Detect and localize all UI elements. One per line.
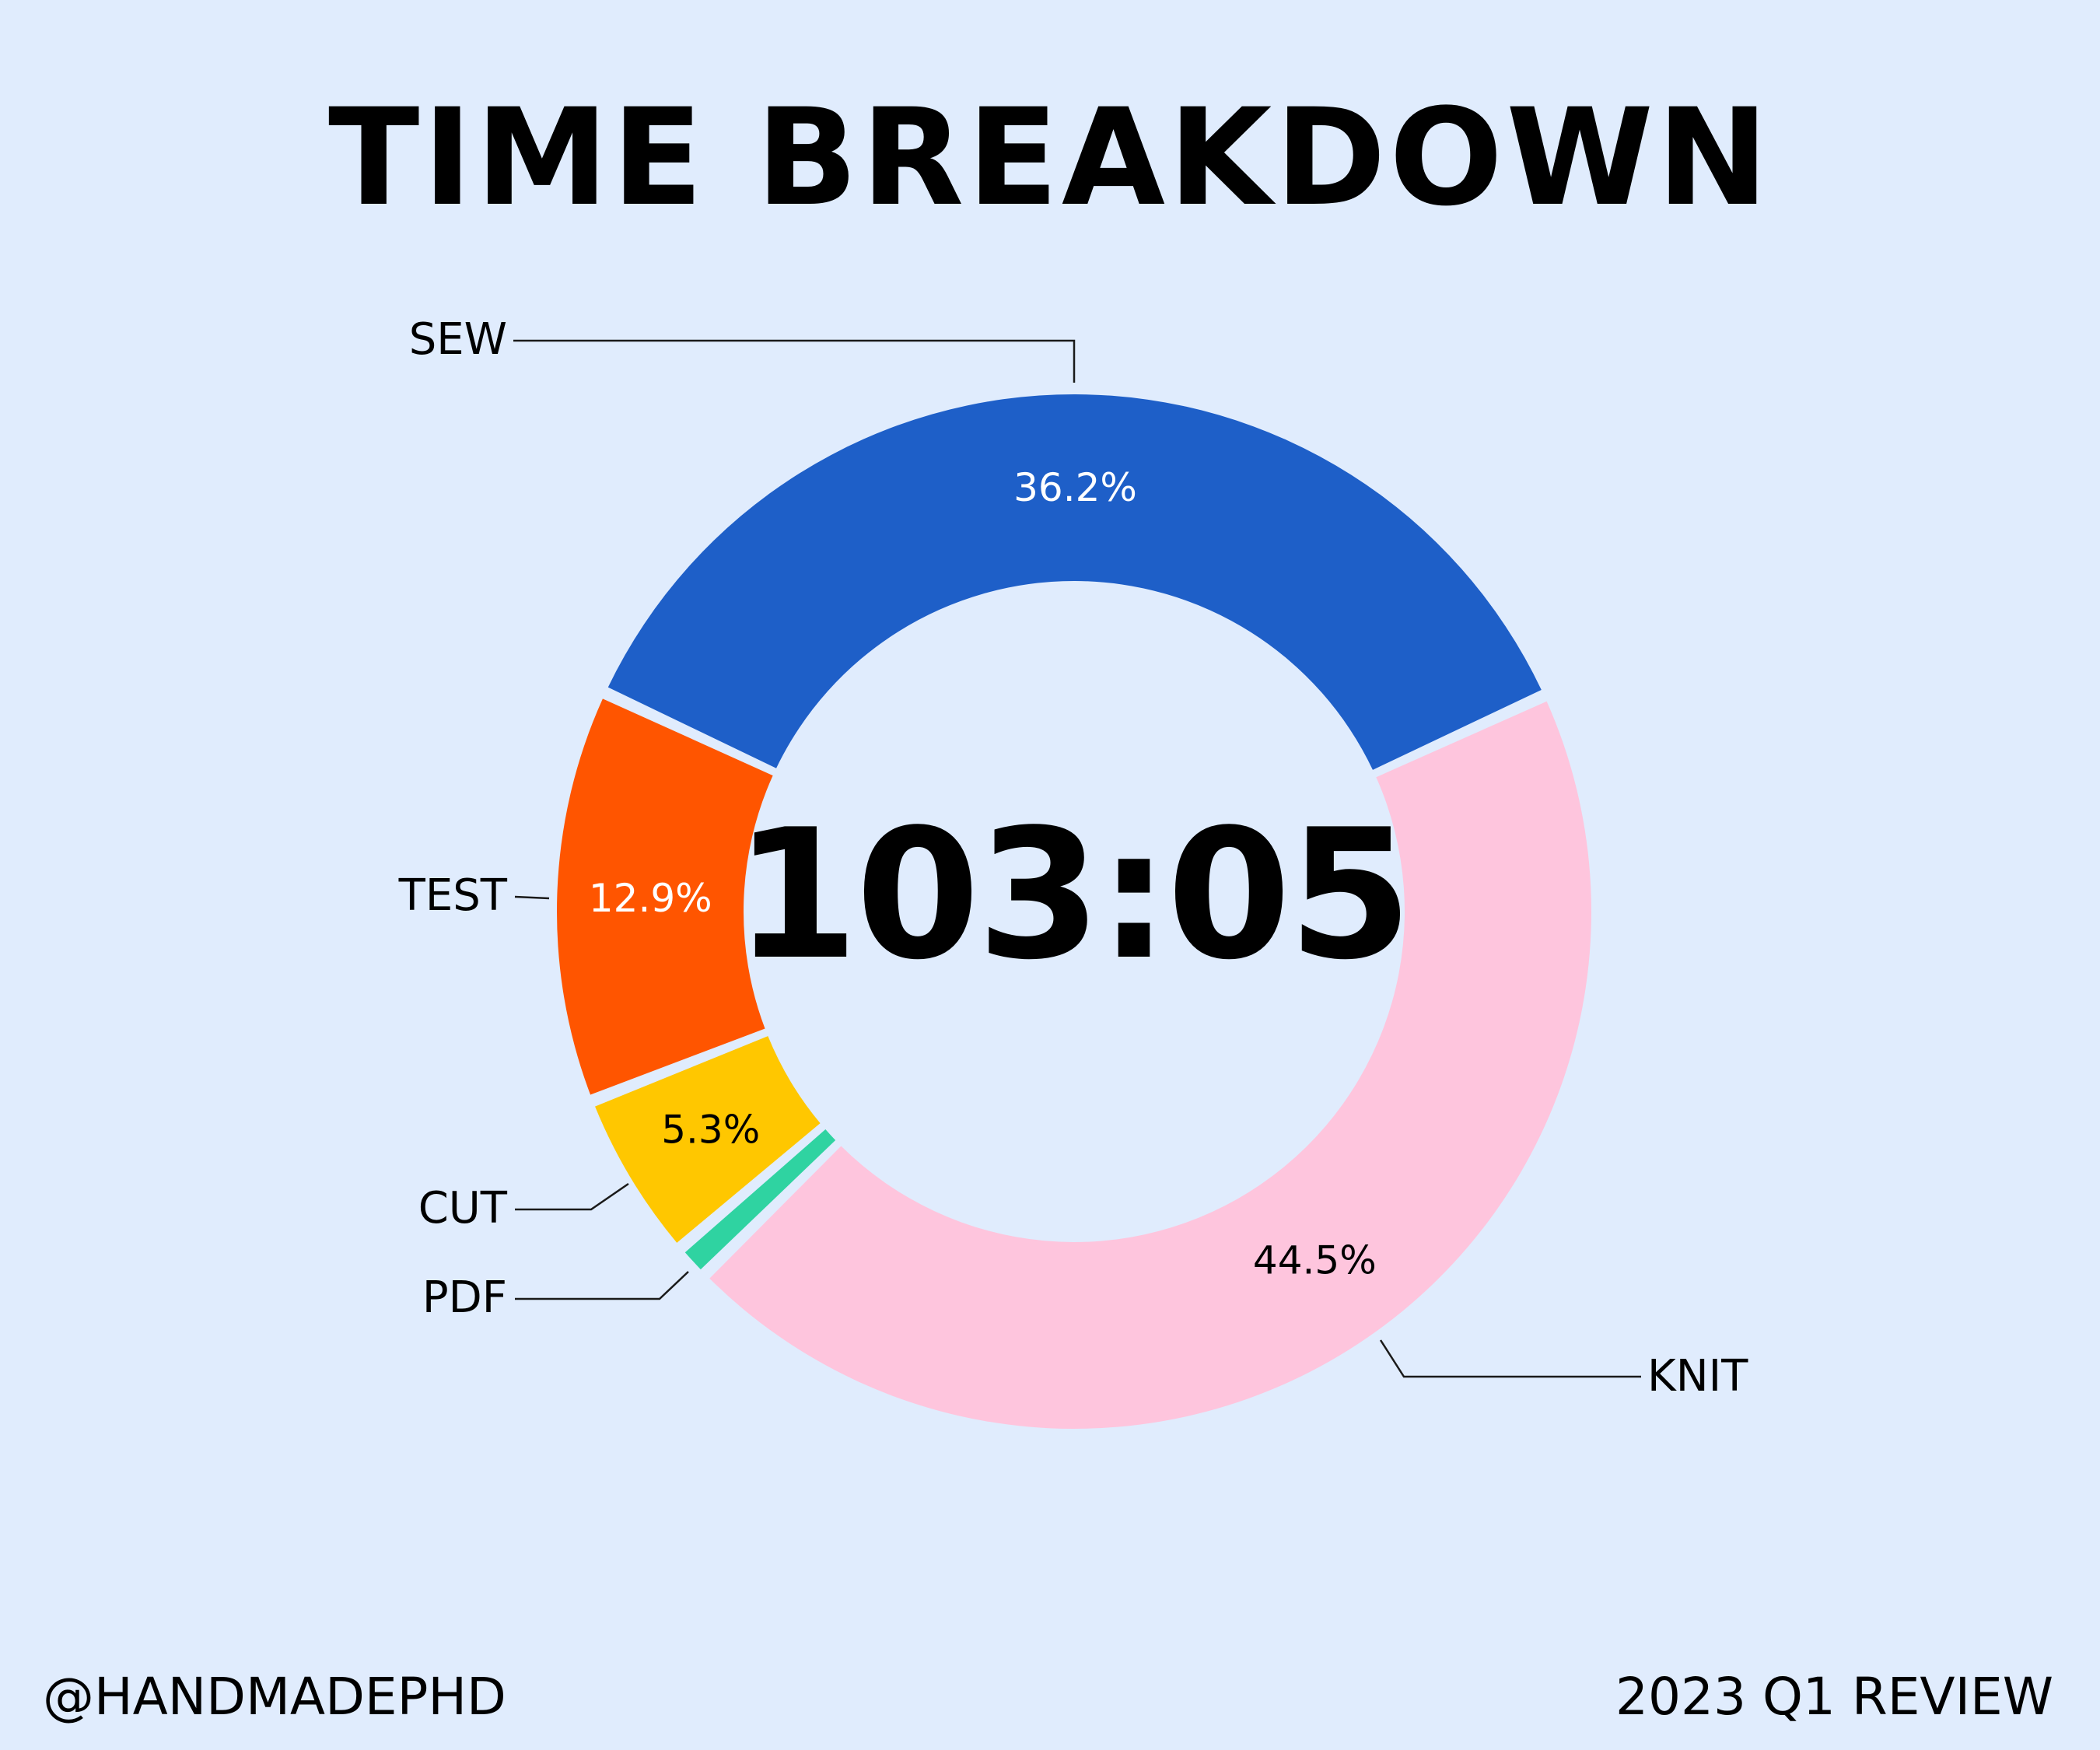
footer-handle: @HANDMADEPHD: [43, 1667, 506, 1727]
category-label-pdf: PDF: [422, 1272, 507, 1323]
donut-segment-pdf: [684, 1129, 836, 1270]
donut-segment-knit: [709, 701, 1591, 1429]
leader-line-test: [514, 895, 550, 900]
percentage-label-cut: 5.3%: [661, 1108, 760, 1153]
donut-segment-sew: [607, 394, 1542, 770]
category-label-cut: CUT: [418, 1183, 508, 1234]
percentage-labels: 36.2% 44.5% 5.3% 12.9%: [589, 465, 1377, 1283]
category-label-sew: SEW: [409, 314, 507, 365]
category-label-knit: KNIT: [1647, 1351, 1748, 1402]
percentage-label-knit: 44.5%: [1253, 1238, 1377, 1283]
percentage-label-test: 12.9%: [589, 876, 712, 921]
leader-line-sew: [513, 339, 1076, 383]
chart-title: TIME BREAKDOWN: [328, 79, 1772, 236]
footer-period: 2023 Q1 REVIEW: [1615, 1667, 2053, 1727]
category-label-test: TEST: [398, 870, 508, 921]
leader-lines: [513, 339, 1641, 1378]
leader-line-pdf: [515, 1271, 689, 1300]
leader-line-knit: [1379, 1339, 1641, 1378]
total-time-value: 103:05: [734, 792, 1409, 999]
donut-segments: [557, 394, 1591, 1429]
donut-segment-cut: [595, 1036, 821, 1243]
donut-segment-test: [557, 698, 773, 1095]
percentage-label-sew: 36.2%: [1013, 465, 1137, 510]
leader-line-cut: [515, 1182, 629, 1211]
